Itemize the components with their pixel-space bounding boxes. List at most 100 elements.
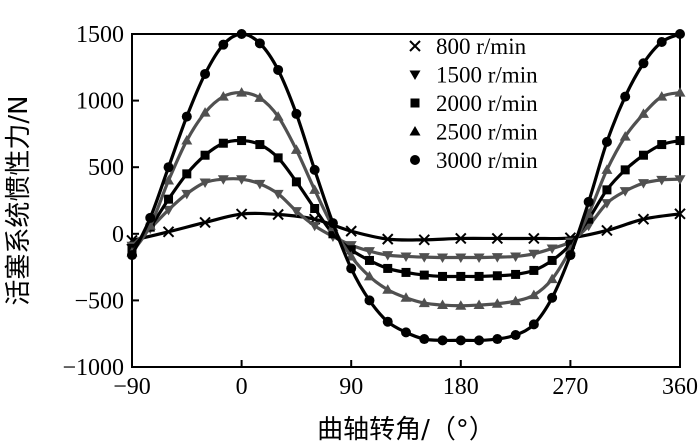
data-point [254,179,266,190]
data-point [510,295,522,306]
x-tick-label: 90 [339,374,363,400]
data-point [162,226,175,238]
data-point [272,111,284,121]
data-point [455,232,467,245]
data-point [181,189,193,200]
data-point [656,175,668,186]
data-point [455,300,467,310]
data-point [583,196,594,207]
data-point [273,153,283,163]
data-point [255,140,265,150]
data-point [491,253,503,263]
data-point [528,249,540,260]
data-point [254,38,265,49]
data-point [547,255,557,265]
plot-frame [131,33,681,368]
data-point [511,269,521,279]
data-point [419,334,430,345]
data-point [455,253,467,264]
x-axis-title: 曲轴转角/（°） [317,415,495,445]
data-point [383,263,393,273]
data-point [382,316,393,327]
legend-marker [409,126,421,136]
data-point [200,68,211,79]
data-point [401,327,411,338]
legend-label: 1500 r/min [436,63,538,88]
data-point [601,164,613,174]
data-point [584,214,594,224]
data-point [309,164,320,175]
data-point [272,208,284,221]
data-point [291,108,302,119]
data-point [674,208,686,220]
data-point [218,39,229,50]
series-0 [126,208,686,247]
legend-label: 2500 r/min [436,120,538,145]
data-point [236,87,248,97]
data-point [601,199,613,209]
data-point [290,207,302,217]
data-point [638,58,649,69]
data-point [346,263,357,274]
data-point [491,298,503,308]
legend-marker [410,98,420,108]
series-1 [126,175,686,264]
data-point [528,232,540,245]
data-point [546,244,558,254]
legend-marker [409,70,421,80]
data-point [182,169,192,179]
data-point [546,273,558,284]
data-point [637,108,649,118]
x-tick-label: −90 [113,374,151,400]
data-point [474,271,484,281]
y-tick-label: −1000 [62,355,124,381]
data-point [473,299,485,310]
legend-label: 800 r/min [436,34,527,59]
data-point [199,178,211,189]
data-point [237,136,247,146]
data-point [401,267,411,277]
series-line [131,211,681,243]
y-tick-label: −500 [74,288,124,314]
data-point [364,295,375,306]
data-point [455,335,466,346]
data-point [363,270,375,281]
data-point [235,208,248,220]
data-point [164,194,174,204]
data-point [601,136,612,147]
data-point [492,334,503,345]
data-point [528,289,540,300]
data-point [437,253,449,264]
data-point [163,162,174,173]
data-point [474,335,485,346]
data-point [346,245,356,255]
data-point [382,233,394,245]
data-point [364,255,374,265]
data-point [675,136,685,146]
data-point [656,91,668,101]
data-point [529,265,539,275]
data-point [491,232,504,245]
data-point [217,175,229,185]
data-point [236,29,247,39]
data-point [328,229,338,239]
data-point [236,175,248,185]
data-point [547,292,558,303]
data-point [363,247,375,257]
data-point [145,212,156,223]
data-point [419,270,429,280]
data-point [400,252,412,262]
data-point [583,208,595,218]
data-point [163,175,175,185]
data-point [674,87,686,97]
data-point [437,335,448,346]
data-point [310,203,320,213]
legend-marker [409,40,421,52]
data-point [218,138,228,148]
x-tick-label: 180 [443,374,479,400]
legend: 800 r/min 1500 r/min 2000 r/min 2500 r/min 3… [409,34,538,173]
data-point [418,297,430,308]
data-point [656,36,667,47]
